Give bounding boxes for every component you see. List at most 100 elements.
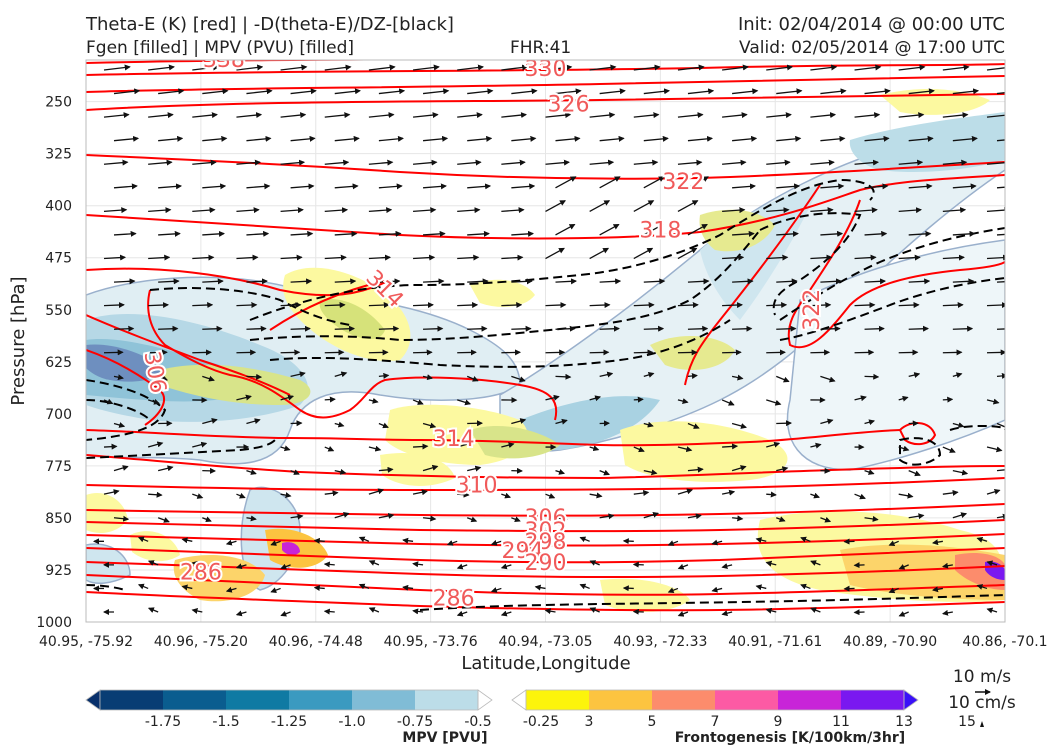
wind-arrow bbox=[755, 584, 767, 591]
wind-arrow bbox=[942, 609, 953, 616]
wind-arrow bbox=[908, 278, 931, 285]
colorbar-tick-label: 9 bbox=[774, 714, 783, 730]
y-tick-label: 550 bbox=[45, 303, 72, 319]
wind-arrow bbox=[986, 446, 1003, 453]
colorbar-tick-label: -1.5 bbox=[212, 714, 239, 730]
wind-arrow bbox=[766, 491, 777, 498]
wind-arrow bbox=[202, 418, 218, 425]
dthetae-line bbox=[86, 584, 126, 591]
wind-arrow bbox=[555, 469, 566, 475]
wind-arrow bbox=[820, 183, 845, 190]
wind-arrow bbox=[776, 325, 797, 332]
wind-arrow bbox=[423, 325, 444, 332]
wind-arrow bbox=[864, 419, 876, 426]
dthetae-line bbox=[269, 319, 731, 368]
wind-arrow bbox=[368, 607, 380, 613]
wind-arrow bbox=[555, 278, 577, 285]
colorbar-frame bbox=[525, 689, 905, 711]
theta-e-contour-label: 310 bbox=[456, 473, 498, 498]
x-tick-label: 40.95, -75.92 bbox=[39, 634, 133, 650]
wind-arrow bbox=[643, 511, 660, 519]
y-tick-label: 925 bbox=[45, 563, 72, 579]
wind-arrow bbox=[776, 466, 789, 473]
wind-arrow bbox=[412, 489, 428, 496]
wind-arrow bbox=[942, 562, 953, 569]
wind-arrow bbox=[687, 372, 698, 379]
wind-arrow bbox=[633, 489, 650, 496]
colorbar-bin bbox=[289, 690, 353, 710]
wind-arrow bbox=[687, 422, 700, 429]
wind-arrow bbox=[235, 563, 247, 570]
wind-arrow bbox=[898, 254, 921, 261]
y-tick-label: 325 bbox=[45, 147, 72, 163]
theta-e-line bbox=[86, 519, 1005, 533]
y-axis-ticks: 250 325 400 475 550 625 700 775 850 925 1000 bbox=[36, 95, 72, 631]
wind-arrow bbox=[246, 183, 271, 190]
wind-arrow bbox=[422, 422, 437, 429]
wind-arrow bbox=[996, 469, 1005, 472]
wind-arrow bbox=[589, 159, 615, 166]
y-tick-label: 400 bbox=[45, 199, 72, 215]
wind-arrow bbox=[755, 537, 767, 544]
wind-ref-vertical-arrow bbox=[980, 721, 984, 727]
wind-arrow bbox=[776, 135, 802, 142]
wind-arrow bbox=[667, 540, 679, 546]
wind-arrow bbox=[422, 183, 447, 190]
wind-arrow bbox=[324, 64, 352, 71]
fgen-region-6 bbox=[470, 279, 535, 307]
wind-arrow bbox=[246, 373, 263, 380]
theta-e-line bbox=[86, 477, 1005, 492]
wind-arrow bbox=[545, 247, 565, 260]
wind-arrow bbox=[766, 302, 788, 309]
wind-arrow bbox=[687, 513, 702, 520]
wind-arrow bbox=[854, 207, 878, 214]
wind-arrow bbox=[667, 587, 679, 594]
chart-title-line1: Theta-E (K) [red] | -D(theta-E)/DZ-[blac… bbox=[85, 14, 454, 35]
wind-arrow bbox=[103, 207, 128, 214]
wind-arrow bbox=[555, 135, 581, 142]
wind-arrow bbox=[236, 394, 252, 401]
wind-arrow bbox=[148, 112, 174, 119]
colorbar-bin bbox=[715, 690, 779, 710]
theta-e-contour-label: 334 bbox=[525, 47, 567, 72]
wind-arrow bbox=[643, 325, 665, 332]
wind-arrow bbox=[280, 207, 304, 214]
dthetae-line bbox=[249, 229, 761, 342]
wind-arrow bbox=[810, 302, 832, 309]
wind-arrow bbox=[378, 513, 395, 519]
wind-arrow bbox=[854, 254, 877, 261]
wind-arrow bbox=[147, 398, 161, 405]
wind-arrow bbox=[854, 395, 867, 402]
wind-arrow bbox=[722, 443, 739, 450]
wind-arrow bbox=[324, 490, 339, 497]
wind-arrow bbox=[599, 325, 620, 332]
colorbar-tick-label: 5 bbox=[648, 714, 657, 730]
wind-arrow bbox=[589, 64, 617, 71]
wind-arrow bbox=[192, 254, 215, 261]
wind-arrow bbox=[810, 159, 835, 166]
theta-e-contour-label: 290 bbox=[525, 551, 567, 576]
wind-arrow bbox=[246, 418, 261, 425]
mpv-region-west-max bbox=[86, 344, 161, 382]
wind-arrow bbox=[996, 233, 1005, 236]
wind-arrow bbox=[422, 135, 449, 142]
wind-arrow bbox=[402, 584, 414, 591]
wind-arrow bbox=[589, 445, 600, 452]
colorbar-bin bbox=[778, 690, 842, 710]
wind-arrow bbox=[192, 159, 217, 166]
wind-arrow bbox=[202, 325, 223, 332]
wind-arrow bbox=[996, 139, 1005, 142]
theta-e-line bbox=[86, 429, 901, 447]
wind-arrow bbox=[334, 371, 348, 378]
wind-arrow bbox=[113, 230, 137, 237]
wind-arrow bbox=[148, 64, 175, 71]
wind-arrow bbox=[280, 302, 302, 309]
wind-arrow bbox=[413, 443, 429, 450]
wind-arrow bbox=[368, 397, 379, 404]
wind-arrow bbox=[181, 584, 193, 591]
wind-arrow bbox=[280, 445, 291, 452]
wind-arrow bbox=[323, 608, 335, 615]
wind-arrow bbox=[334, 325, 356, 332]
theta-e-line bbox=[86, 547, 1005, 564]
